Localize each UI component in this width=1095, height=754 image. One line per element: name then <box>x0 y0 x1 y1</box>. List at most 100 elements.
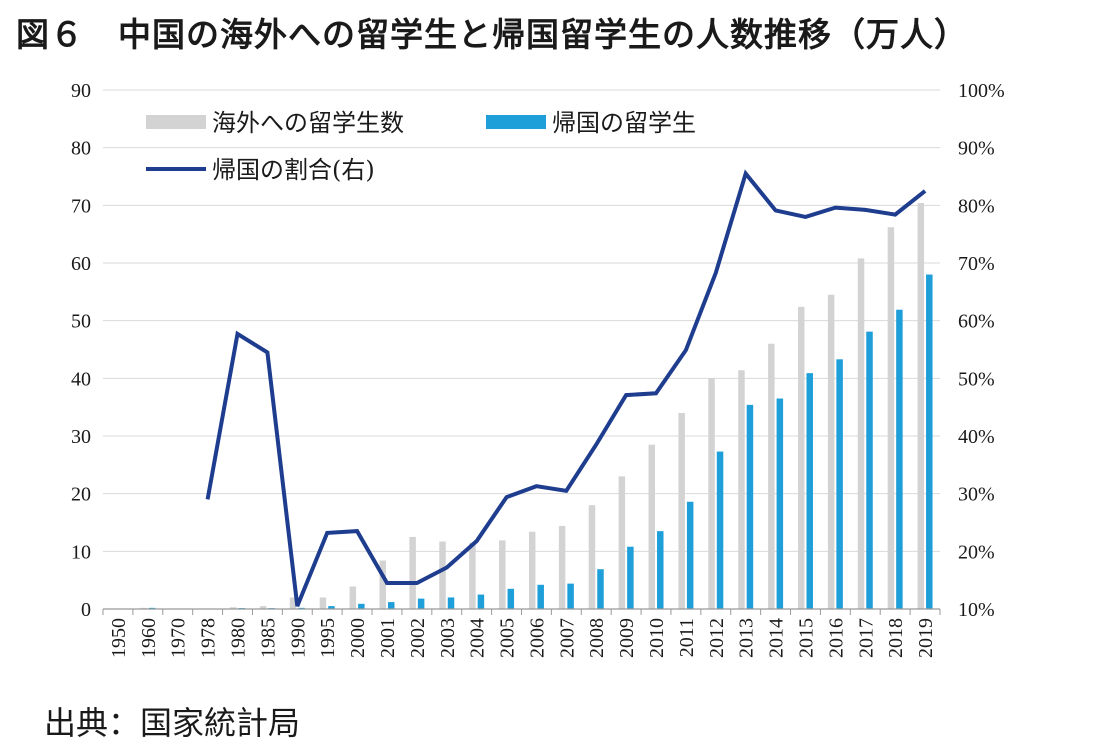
bar-abroad <box>648 444 656 609</box>
bar-abroad <box>528 531 536 609</box>
bar-returned <box>657 531 664 609</box>
bar-returned <box>776 398 784 609</box>
x-tick-label: 2006 <box>526 618 548 658</box>
y-tick-right: 20% <box>958 541 995 563</box>
bar-abroad <box>230 607 237 609</box>
legend-label-ratio: 帰国の割合(右) <box>212 156 375 184</box>
chart-title: 図６ 中国の海外への留学生と帰国留学生の人数推移（万人） <box>16 8 968 56</box>
x-tick-label: 1970 <box>168 618 190 658</box>
x-tick-label: 2004 <box>467 618 489 658</box>
bar-returned <box>387 602 395 609</box>
bar-abroad <box>289 597 297 609</box>
bar-returned <box>836 359 843 609</box>
bar-returned <box>926 274 933 609</box>
y-tick-left: 30 <box>71 426 91 448</box>
bar-returned <box>358 603 365 609</box>
bar-abroad <box>708 378 715 609</box>
x-tick-label: 2011 <box>676 618 698 657</box>
bar-returned <box>746 404 754 609</box>
x-tick-label: 2012 <box>706 618 728 658</box>
x-tick-label: 1980 <box>228 618 250 658</box>
x-tick-label: 2018 <box>885 618 907 658</box>
axes <box>102 608 941 615</box>
bars <box>110 203 933 609</box>
bar-returned <box>866 331 873 609</box>
bar-abroad <box>379 560 386 609</box>
source-note: 出典：国家統計局 <box>44 704 301 742</box>
bar-abroad <box>678 412 685 609</box>
x-tick-label: 2019 <box>915 618 937 658</box>
y-tick-left: 50 <box>71 311 91 333</box>
bar-abroad <box>588 505 596 609</box>
bar-abroad <box>797 306 805 609</box>
x-tick-label: 2002 <box>407 618 429 658</box>
bar-abroad <box>349 586 357 609</box>
x-tick-label: 2005 <box>497 618 519 658</box>
x-tick-label: 2010 <box>646 618 668 658</box>
y-tick-left: 70 <box>71 195 91 217</box>
bar-returned <box>686 501 694 609</box>
x-tick-label: 2013 <box>736 618 758 658</box>
bar-returned <box>627 546 634 609</box>
bar-abroad <box>618 476 626 609</box>
bar-returned <box>567 583 574 609</box>
legend-swatch-abroad <box>146 115 206 129</box>
x-tick-label: 1978 <box>198 618 220 658</box>
bar-abroad <box>857 258 865 609</box>
y-tick-left: 40 <box>71 368 91 390</box>
bar-returned <box>328 606 335 609</box>
legend-swatch-returned <box>486 115 546 129</box>
y-tick-left: 0 <box>81 599 91 621</box>
bar-returned <box>537 584 544 609</box>
bar-abroad <box>768 343 775 609</box>
bar-returned <box>896 309 903 609</box>
bar-returned <box>716 451 724 609</box>
bar-abroad <box>439 541 446 609</box>
ratio-line <box>205 169 927 607</box>
bar-abroad <box>738 370 745 609</box>
x-tick-label: 2017 <box>855 618 877 658</box>
y-axis-left: 0 10 20 30 40 50 60 70 80 90 <box>71 80 91 621</box>
bar-returned <box>507 588 515 609</box>
bar-returned <box>477 594 485 609</box>
bar-abroad <box>917 203 925 609</box>
x-tick-label: 1995 <box>317 618 339 658</box>
figure-number: 図６ <box>16 15 84 54</box>
legend-label-returned: 帰国の留学生 <box>552 109 696 137</box>
y-tick-right: 90% <box>958 138 995 160</box>
bar-returned <box>806 373 813 609</box>
x-tick-label: 2001 <box>377 618 399 658</box>
x-axis: 1950 1960 1970 1978 1980 1985 1990 1995 2000 2001… <box>108 618 937 658</box>
bar-returned <box>417 598 425 609</box>
y-tick-left: 20 <box>71 484 91 506</box>
y-tick-left: 90 <box>71 80 91 102</box>
y-tick-right: 30% <box>958 484 995 506</box>
x-tick-label: 1990 <box>287 618 309 658</box>
legend-label-abroad: 海外への留学生数 <box>212 109 404 137</box>
x-tick-label: 2008 <box>586 618 608 658</box>
figure-title: 中国の海外への留学生と帰国留学生の人数推移（万人） <box>118 15 968 54</box>
x-tick-label: 1960 <box>138 618 160 658</box>
y-tick-left: 80 <box>71 138 91 160</box>
x-tick-label: 2007 <box>556 618 578 658</box>
x-tick-label: 2000 <box>347 618 369 658</box>
ratio-line-path <box>205 169 927 607</box>
x-tick-label: 2015 <box>796 618 818 658</box>
x-tick-label: 2014 <box>766 618 788 658</box>
bar-abroad <box>259 606 267 609</box>
bar-abroad <box>319 597 327 609</box>
bar-returned <box>597 569 604 609</box>
x-tick-label: 2009 <box>616 618 638 658</box>
bar-abroad <box>558 525 566 609</box>
y-axis-right: 10% 20% 30% 40% 50% 60% 70% 80% 90% 100% <box>958 80 1005 621</box>
y-tick-right: 10% <box>958 599 995 621</box>
bar-abroad <box>887 227 895 609</box>
bar-abroad <box>469 542 476 609</box>
y-tick-right: 40% <box>958 426 995 448</box>
x-tick-label: 2003 <box>437 618 459 658</box>
y-tick-left: 60 <box>71 253 91 275</box>
y-tick-right: 80% <box>958 195 995 217</box>
x-tick-label: 2016 <box>825 618 847 658</box>
y-tick-right: 70% <box>958 253 995 275</box>
x-tick-label: 1985 <box>257 618 279 658</box>
